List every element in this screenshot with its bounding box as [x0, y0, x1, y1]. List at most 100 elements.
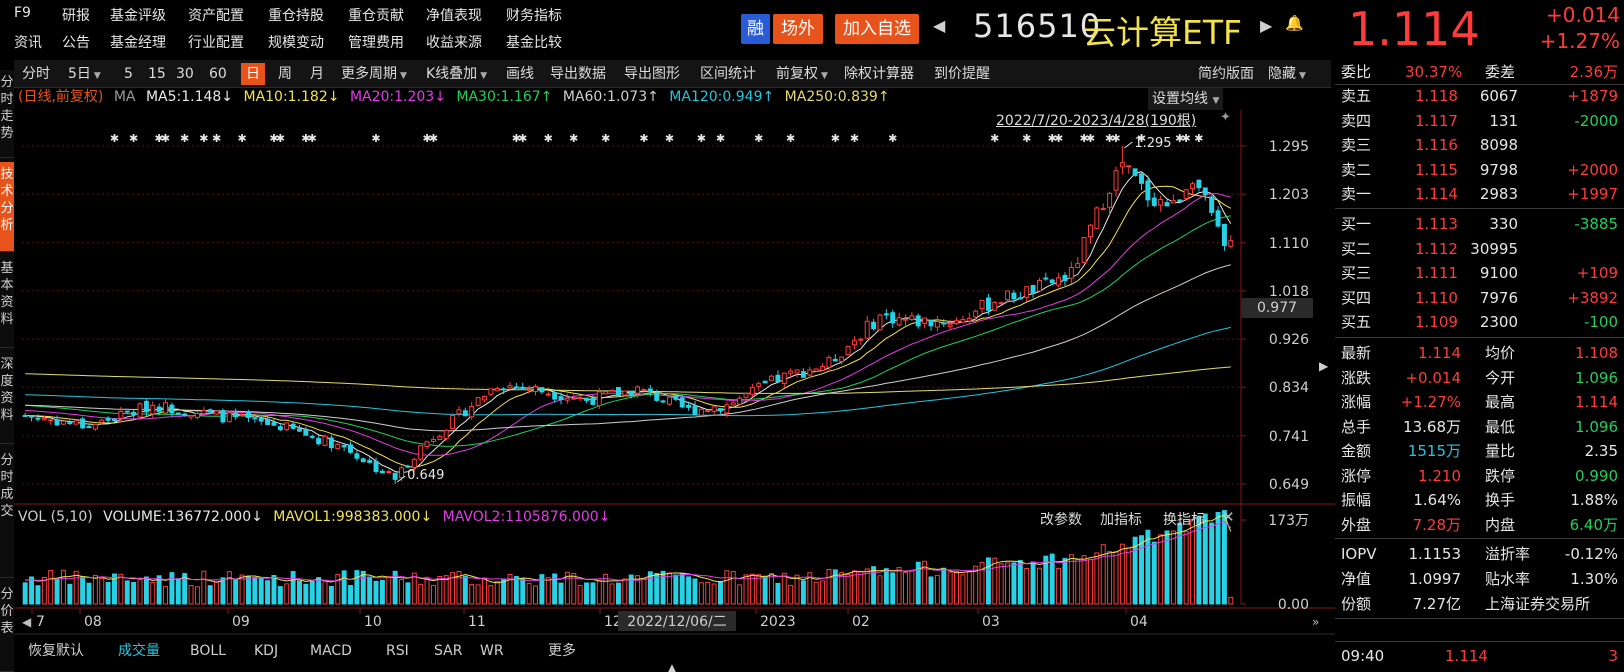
candle[interactable] [481, 396, 487, 401]
event-marker-icon[interactable]: ✱ [301, 132, 310, 145]
event-marker-icon[interactable]: ✱ [161, 132, 170, 145]
indicator-tab-2[interactable]: 成交量 [118, 643, 160, 659]
candle[interactable] [1215, 210, 1221, 227]
candle[interactable] [673, 395, 679, 400]
menu-item-8[interactable]: 财务指标 [506, 8, 562, 24]
candle[interactable] [584, 397, 590, 401]
candle[interactable] [265, 418, 271, 425]
candle[interactable] [934, 321, 940, 328]
candle[interactable] [705, 410, 711, 413]
event-marker-icon[interactable]: ✱ [429, 132, 438, 145]
candle[interactable] [411, 458, 417, 468]
candle[interactable] [1011, 292, 1017, 300]
candle[interactable] [252, 417, 258, 420]
candle[interactable] [92, 423, 98, 430]
candle[interactable] [1202, 187, 1208, 195]
candle[interactable] [718, 408, 723, 412]
candle[interactable] [399, 467, 405, 479]
toolbar-item-1[interactable]: 分时 [20, 63, 52, 85]
candle[interactable] [456, 409, 462, 415]
event-marker-icon[interactable]: ✱ [276, 132, 285, 145]
ma-settings-button[interactable]: 设置均线 ▼ [1148, 88, 1224, 110]
candle[interactable] [545, 393, 551, 396]
candle[interactable] [520, 386, 526, 389]
candle[interactable] [290, 423, 296, 429]
candle[interactable] [998, 302, 1004, 305]
candle[interactable] [781, 372, 787, 385]
toolbar-item-12[interactable]: 画线 [504, 63, 536, 85]
candle[interactable] [1164, 202, 1170, 207]
candle[interactable] [820, 365, 826, 371]
menu-item-12[interactable]: 行业配置 [188, 35, 244, 51]
scroll-left-icon[interactable]: ◀ [22, 615, 32, 629]
event-marker-icon[interactable]: ✱ [1137, 132, 1146, 145]
menu-item-14[interactable]: 管理费用 [348, 35, 404, 51]
event-marker-icon[interactable]: ✱ [1079, 132, 1088, 145]
candle[interactable] [596, 391, 602, 407]
candle[interactable] [494, 387, 500, 392]
candle[interactable] [615, 387, 621, 397]
candle[interactable] [67, 421, 73, 424]
event-marker-icon[interactable]: ✱ [1086, 132, 1095, 145]
candle[interactable] [533, 386, 538, 392]
toolbar-item-5[interactable]: 30 [174, 63, 196, 85]
candle[interactable] [1049, 279, 1055, 284]
candle[interactable] [1158, 199, 1164, 206]
candle[interactable] [800, 371, 806, 378]
event-marker-icon[interactable]: ✱ [512, 132, 521, 145]
candle[interactable] [379, 470, 385, 474]
menu-item-2[interactable]: 研报 [62, 8, 90, 24]
event-marker-icon[interactable]: ✱ [990, 132, 999, 145]
menu-item-4[interactable]: 资产配置 [188, 8, 244, 24]
candle[interactable] [813, 368, 819, 372]
candle[interactable] [654, 392, 660, 401]
candle[interactable] [424, 441, 430, 448]
candle[interactable] [922, 317, 928, 324]
candle[interactable] [450, 414, 456, 430]
event-marker-icon[interactable]: ✱ [180, 132, 189, 145]
candle[interactable] [1228, 240, 1234, 247]
candle[interactable] [1177, 199, 1183, 203]
level-price[interactable]: 1.111 [1415, 264, 1458, 282]
candle[interactable] [1087, 224, 1093, 238]
candle[interactable] [207, 409, 213, 413]
indicator-tab-5[interactable]: MACD [310, 643, 352, 659]
candle[interactable] [22, 414, 28, 417]
toolbar-item-13[interactable]: 导出数据 [548, 63, 608, 85]
level-price[interactable]: 1.110 [1415, 288, 1458, 307]
left-tab-4[interactable]: 深度资料 [0, 352, 14, 444]
toolbar-right-1[interactable]: 简约版面 [1196, 63, 1256, 85]
candle[interactable] [679, 397, 685, 408]
candle[interactable] [226, 412, 232, 423]
menu-item-15[interactable]: 收益来源 [426, 35, 482, 51]
candle[interactable] [890, 312, 896, 324]
toolbar-item-18[interactable]: 到价提醒 [932, 63, 992, 85]
candle[interactable] [730, 402, 736, 406]
candle[interactable] [99, 419, 105, 423]
candle[interactable] [437, 436, 443, 441]
event-marker-icon[interactable]: ✱ [1022, 132, 1031, 145]
event-marker-icon[interactable]: ✱ [518, 132, 527, 145]
candle[interactable] [1005, 290, 1011, 301]
candle[interactable] [973, 310, 979, 318]
event-marker-icon[interactable]: ✱ [716, 132, 725, 145]
add-indicator-button[interactable]: 加指标 [1100, 512, 1142, 528]
candle[interactable] [143, 400, 149, 413]
candle[interactable] [1024, 286, 1030, 298]
candle[interactable] [163, 402, 169, 414]
candle[interactable] [105, 417, 111, 421]
level-price[interactable]: 1.117 [1415, 111, 1458, 130]
menu-item-10[interactable]: 公告 [62, 35, 90, 51]
candle[interactable] [954, 320, 959, 324]
candle[interactable] [86, 426, 92, 429]
indicator-tab-3[interactable]: BOLL [190, 643, 226, 659]
candle[interactable] [175, 412, 181, 415]
candle[interactable] [182, 413, 188, 416]
toolbar-right-2[interactable]: 隐藏 ▼ [1266, 63, 1308, 85]
menu-item-6[interactable]: 重仓贡献 [348, 8, 404, 24]
toolbar-item-6[interactable]: 60 [207, 63, 229, 85]
candle[interactable] [1126, 165, 1132, 168]
candle[interactable] [1043, 277, 1049, 280]
event-marker-icon[interactable]: ✱ [1054, 132, 1063, 145]
event-marker-icon[interactable]: ✱ [601, 132, 610, 145]
